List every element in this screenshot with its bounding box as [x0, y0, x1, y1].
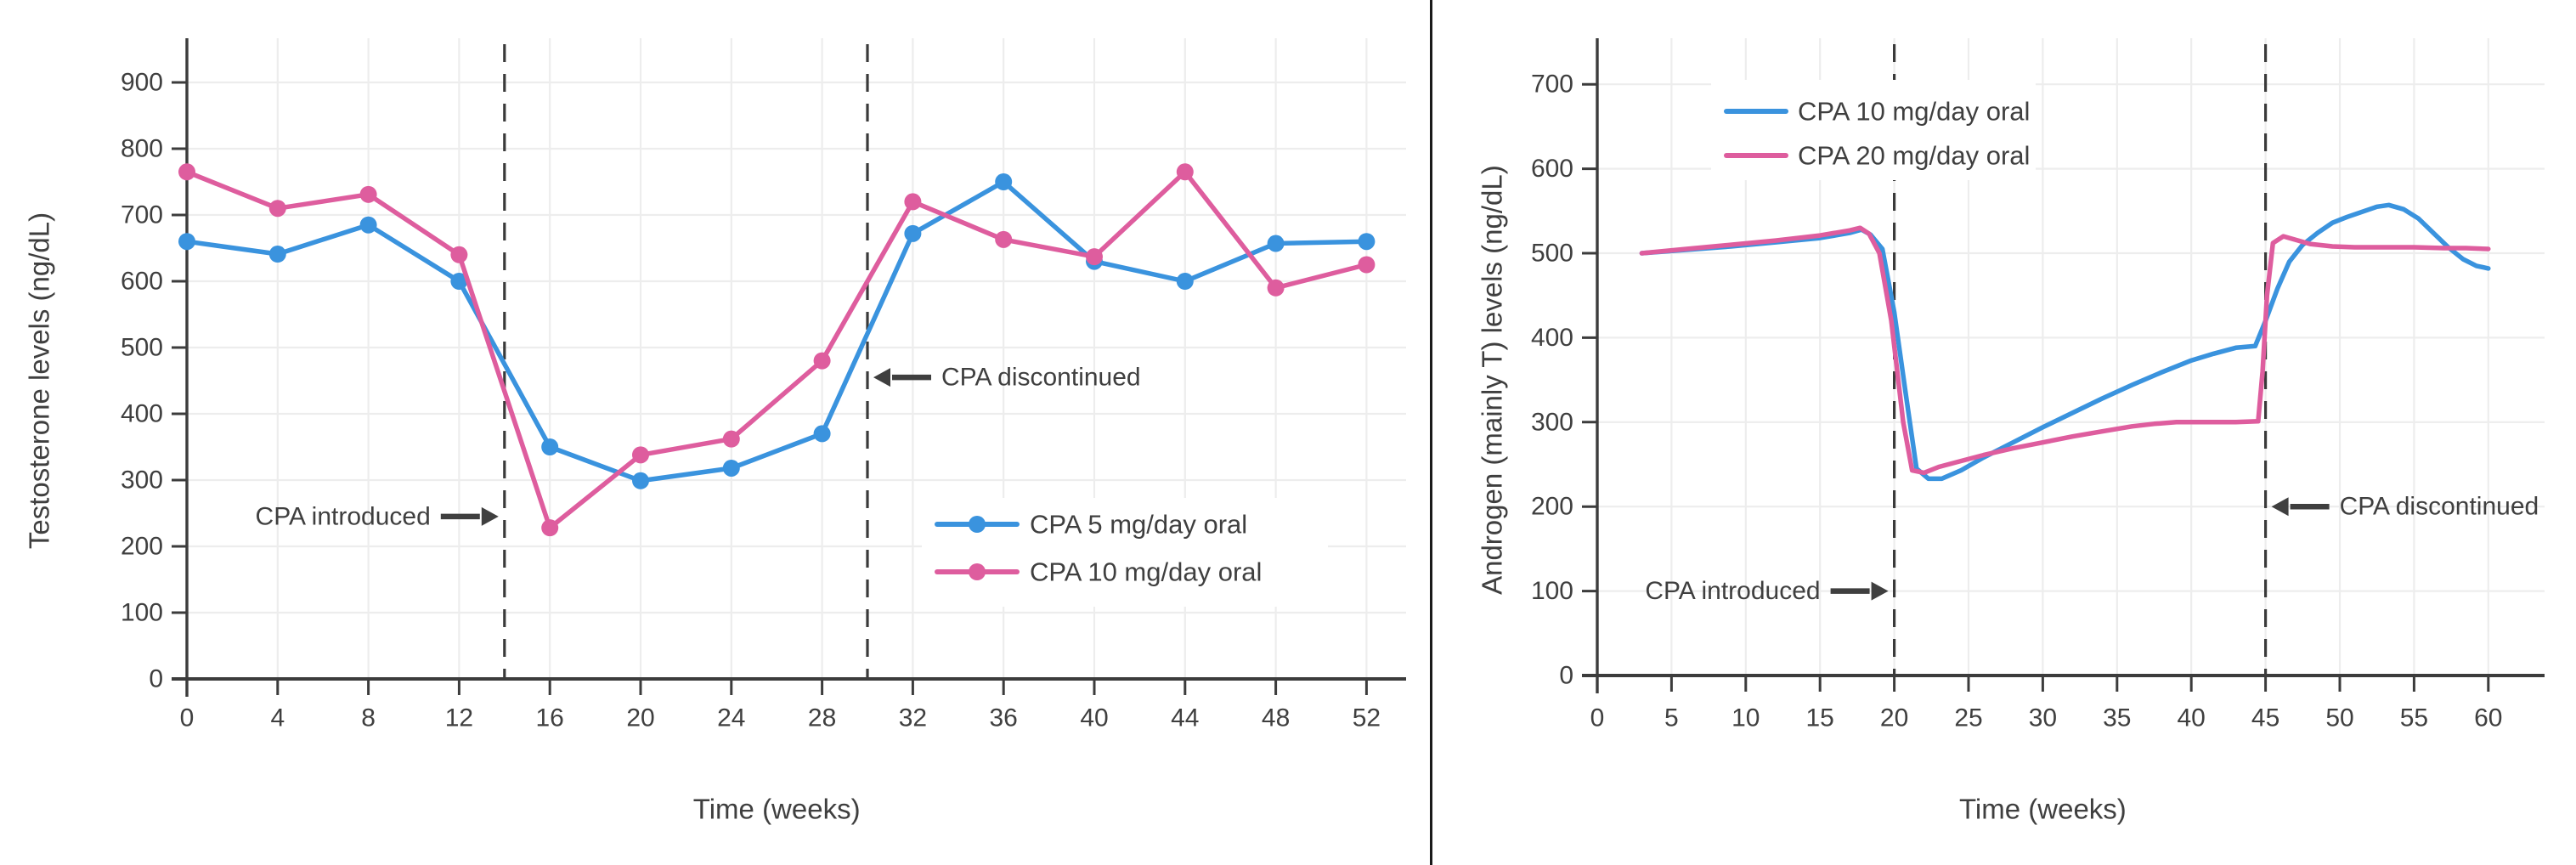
left-series-marker-cpa-5-mg-day-oral-w32: [904, 224, 922, 242]
left-legend-box: [922, 498, 1328, 607]
right-annotation-cpa-discontinued-label: CPA discontinued: [2340, 493, 2539, 521]
right-x-tick-label-50: 50: [2325, 704, 2353, 732]
left-x-tick-label-12: 12: [445, 704, 473, 732]
left-series-marker-cpa-5-mg-day-oral-w12: [450, 273, 468, 290]
left-y-tick-label-0: 0: [149, 665, 163, 693]
left-series-marker-cpa-10-mg-day-oral-w20: [632, 446, 649, 464]
left-x-tick-label-0: 0: [180, 704, 195, 732]
right-x-tick-label-15: 15: [1806, 704, 1834, 732]
left-series-marker-cpa-10-mg-day-oral-w0: [178, 163, 195, 181]
right-x-tick-label-25: 25: [1954, 704, 1982, 732]
left-x-tick-label-32: 32: [899, 704, 927, 732]
right-x-tick-label-10: 10: [1731, 704, 1760, 732]
left-series-marker-cpa-10-mg-day-oral-w44: [1176, 163, 1194, 181]
left-series-marker-cpa-5-mg-day-oral-w36: [995, 173, 1013, 190]
right-annotation-cpa-discontinued-arrow-head: [2271, 497, 2289, 517]
right-y-tick-label-500: 500: [1531, 240, 1573, 268]
left-annotation-cpa-discontinued-arrow-head: [873, 368, 890, 387]
left-series-marker-cpa-10-mg-day-oral-w28: [813, 352, 831, 370]
right-y-tick-label-100: 100: [1531, 577, 1573, 605]
left-y-tick-label-200: 200: [121, 533, 163, 561]
left-y-axis-title: Testosterone levels (ng/dL): [24, 212, 55, 549]
right-legend-label-cpa-10-mg-day-oral: CPA 10 mg/day oral: [1798, 97, 2030, 127]
right-x-tick-label-55: 55: [2400, 704, 2428, 732]
left-x-tick-label-28: 28: [808, 704, 836, 732]
right-x-tick-label-40: 40: [2178, 704, 2206, 732]
left-series-marker-cpa-10-mg-day-oral-w48: [1267, 279, 1285, 297]
left-series-marker-cpa-10-mg-day-oral-w24: [722, 430, 740, 448]
left-legend-marker-cpa-10-mg-day-oral: [969, 563, 986, 580]
left-x-axis-title: Time (weeks): [693, 794, 861, 825]
left-series-marker-cpa-10-mg-day-oral-w36: [995, 230, 1013, 248]
right-x-tick-label-45: 45: [2251, 704, 2279, 732]
right-y-tick-label-200: 200: [1531, 493, 1573, 521]
left-series-marker-cpa-10-mg-day-oral-w12: [450, 246, 468, 263]
left-series-marker-cpa-5-mg-day-oral-w0: [178, 233, 195, 251]
left-series-marker-cpa-10-mg-day-oral-w32: [904, 193, 922, 211]
left-annotation-cpa-introduced-label: CPA introduced: [256, 502, 431, 530]
left-x-tick-label-8: 8: [361, 704, 376, 732]
left-x-tick-label-4: 4: [270, 704, 285, 732]
left-x-tick-label-44: 44: [1171, 704, 1199, 732]
right-y-tick-label-400: 400: [1531, 324, 1573, 352]
left-series-marker-cpa-5-mg-day-oral-w24: [722, 459, 740, 477]
right-x-axis-title: Time (weeks): [1959, 794, 2127, 825]
left-y-tick-label-400: 400: [121, 400, 163, 428]
right-y-axis-title: Androgen (mainly T) levels (ng/dL): [1477, 165, 1508, 595]
left-annotation-cpa-discontinued-label: CPA discontinued: [941, 364, 1141, 392]
left-y-tick-label-900: 900: [121, 69, 163, 97]
left-series-marker-cpa-10-mg-day-oral-w16: [541, 519, 559, 537]
left-series-marker-cpa-5-mg-day-oral-w52: [1358, 233, 1376, 251]
left-series-marker-cpa-5-mg-day-oral-w20: [632, 472, 649, 489]
left-x-tick-label-40: 40: [1080, 704, 1108, 732]
left-x-tick-label-20: 20: [626, 704, 654, 732]
left-x-tick-label-16: 16: [536, 704, 564, 732]
left-series-marker-cpa-5-mg-day-oral-w4: [268, 246, 286, 263]
left-x-tick-label-48: 48: [1262, 704, 1290, 732]
left-x-tick-label-36: 36: [990, 704, 1018, 732]
left-y-tick-label-500: 500: [121, 334, 163, 362]
left-y-tick-label-300: 300: [121, 466, 163, 495]
left-legend-marker-cpa-5-mg-day-oral: [969, 516, 986, 533]
right-y-tick-label-300: 300: [1531, 408, 1573, 436]
left-x-tick-label-52: 52: [1353, 704, 1381, 732]
left-series-marker-cpa-5-mg-day-oral-w16: [541, 438, 559, 455]
left-legend-label-cpa-10-mg-day-oral: CPA 10 mg/day oral: [1030, 557, 1262, 587]
left-y-tick-label-700: 700: [121, 201, 163, 229]
left-y-tick-label-600: 600: [121, 268, 163, 296]
right-y-tick-label-700: 700: [1531, 71, 1573, 99]
left-series-marker-cpa-5-mg-day-oral-w28: [813, 425, 831, 443]
left-series-marker-cpa-10-mg-day-oral-w40: [1086, 248, 1103, 266]
left-chart: [172, 38, 1406, 697]
left-series-marker-cpa-5-mg-day-oral-w8: [359, 216, 377, 234]
right-x-tick-label-5: 5: [1664, 704, 1679, 732]
right-y-tick-label-600: 600: [1531, 155, 1573, 183]
left-y-tick-label-100: 100: [121, 599, 163, 627]
left-y-tick-label-800: 800: [121, 135, 163, 163]
left-x-tick-label-24: 24: [717, 704, 745, 732]
left-series-marker-cpa-10-mg-day-oral-w8: [359, 185, 377, 203]
left-series-marker-cpa-5-mg-day-oral-w44: [1176, 273, 1194, 290]
right-x-tick-label-35: 35: [2103, 704, 2131, 732]
right-legend-label-cpa-20-mg-day-oral: CPA 20 mg/day oral: [1798, 141, 2030, 171]
right-series-line-cpa-20-mg-day-oral: [1639, 225, 2491, 476]
right-y-tick-label-0: 0: [1559, 662, 1573, 690]
right-annotation-cpa-introduced-label: CPA introduced: [1645, 577, 1820, 605]
right-annotation-cpa-introduced-arrow-head: [1871, 581, 1889, 601]
right-x-tick-label-30: 30: [2029, 704, 2057, 732]
left-series-marker-cpa-10-mg-day-oral-w4: [268, 200, 286, 218]
right-chart: [1582, 38, 2545, 693]
left-series-marker-cpa-10-mg-day-oral-w52: [1358, 256, 1376, 274]
right-x-tick-label-60: 60: [2474, 704, 2502, 732]
right-x-tick-label-0: 0: [1590, 704, 1605, 732]
left-series-marker-cpa-5-mg-day-oral-w48: [1267, 235, 1285, 252]
right-legend-box: [1711, 80, 2036, 180]
left-series-line-cpa-5-mg-day-oral: [184, 179, 1370, 483]
left-legend-label-cpa-5-mg-day-oral: CPA 5 mg/day oral: [1030, 510, 1247, 540]
right-x-tick-label-20: 20: [1880, 704, 1908, 732]
left-annotation-cpa-introduced-arrow-head: [481, 506, 499, 526]
left-series-line-cpa-10-mg-day-oral: [184, 169, 1370, 530]
